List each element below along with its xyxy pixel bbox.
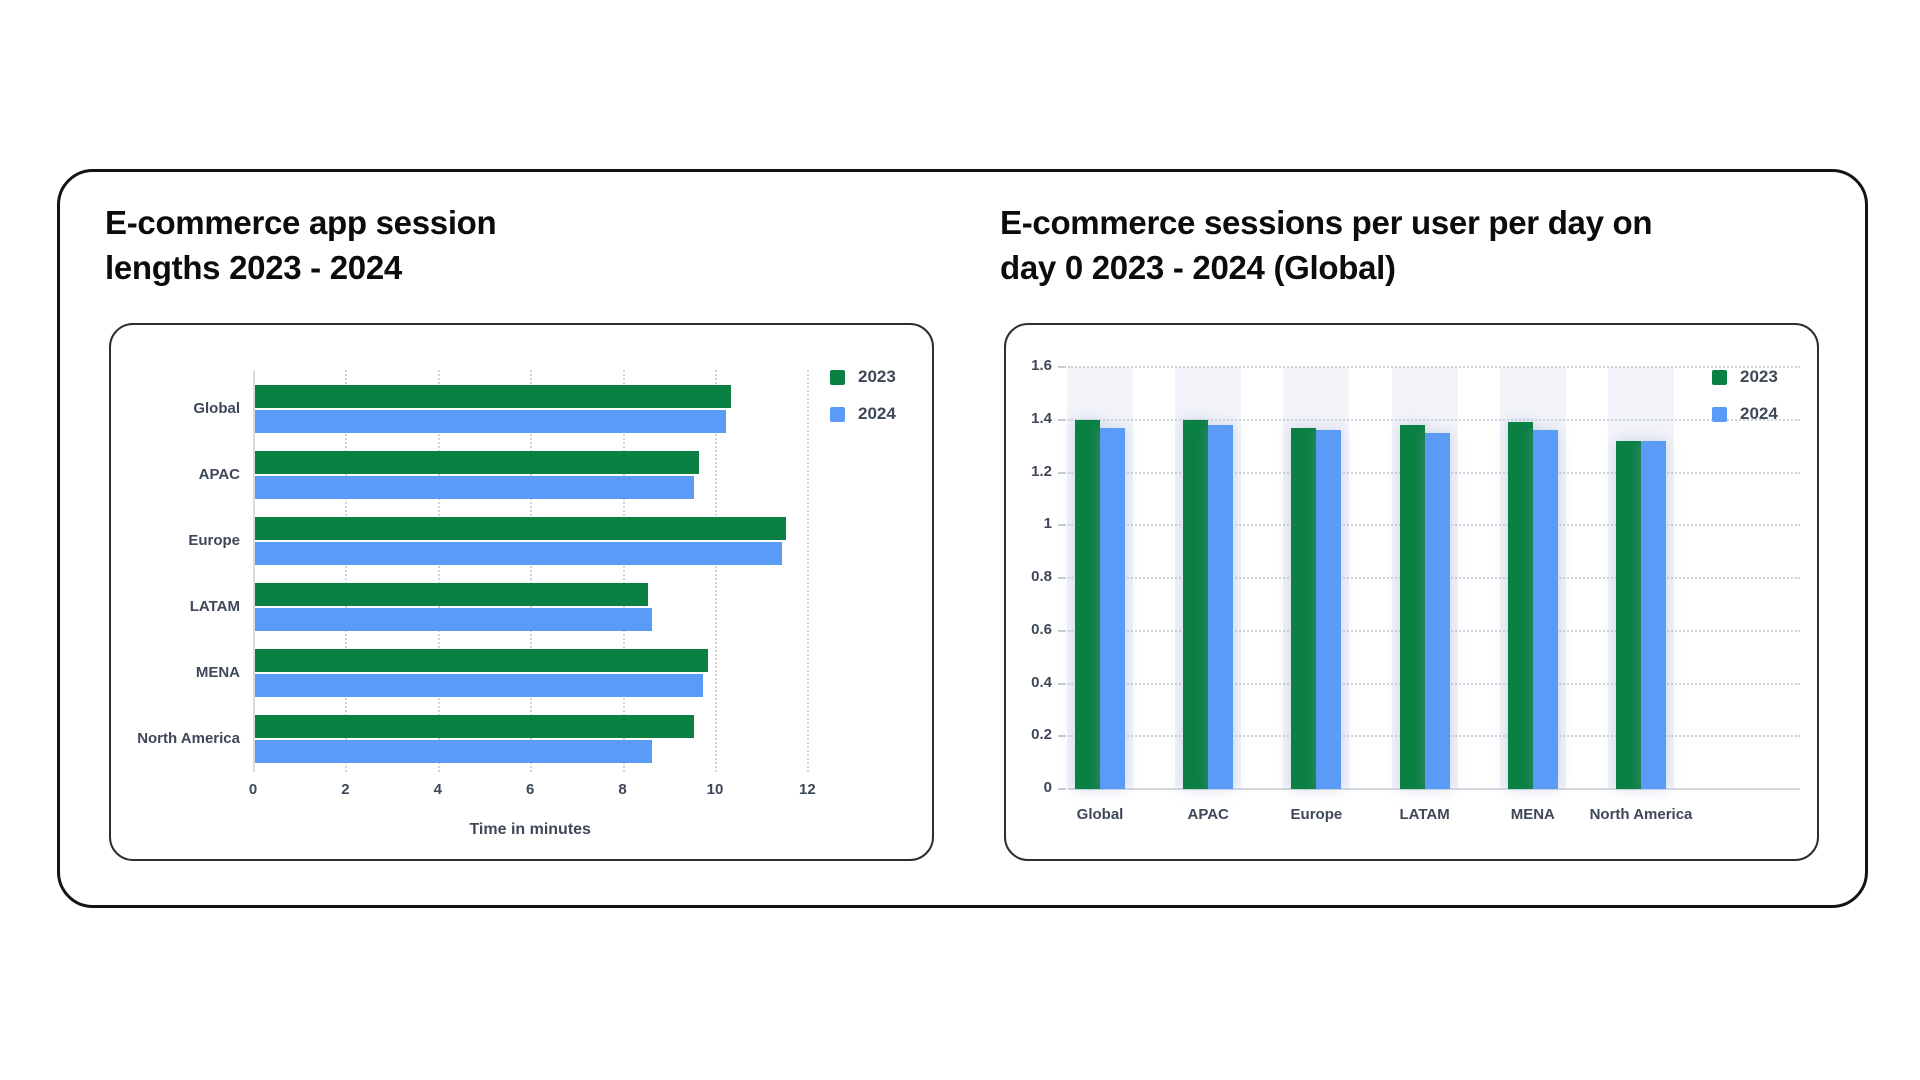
legend-item-2023: 2023	[830, 367, 896, 387]
legend-swatch-2024	[1712, 406, 1727, 422]
sessions-per-user-chart-title-line1: E-commerce sessions per user per day on	[1000, 204, 1653, 241]
legend-label-2023: 2023	[858, 367, 896, 386]
sessions-per-user-chart-legend: 2023 2024	[1712, 367, 1778, 424]
legend-label-2023: 2023	[1740, 367, 1778, 386]
legend-label-2024: 2024	[1740, 404, 1778, 423]
legend-swatch-2023	[830, 369, 845, 385]
legend-swatch-2024	[830, 406, 845, 422]
session-length-chart-title-line2: lengths 2023 - 2024	[105, 249, 402, 286]
session-length-chart-card	[109, 323, 934, 861]
legend-label-2024: 2024	[858, 404, 896, 423]
legend-item-2024: 2024	[1712, 404, 1778, 424]
sessions-per-user-chart-card	[1004, 323, 1819, 861]
legend-item-2024: 2024	[830, 404, 896, 424]
session-length-chart-legend: 2023 2024	[830, 367, 896, 424]
sessions-per-user-chart-title-line2: day 0 2023 - 2024 (Global)	[1000, 249, 1396, 286]
session-length-chart-title-line1: E-commerce app session	[105, 204, 497, 241]
sessions-per-user-chart-title: E-commerce sessions per user per day on …	[1000, 200, 1653, 290]
session-length-chart-title: E-commerce app session lengths 2023 - 20…	[105, 200, 497, 290]
legend-item-2023: 2023	[1712, 367, 1778, 387]
legend-swatch-2023	[1712, 369, 1727, 385]
